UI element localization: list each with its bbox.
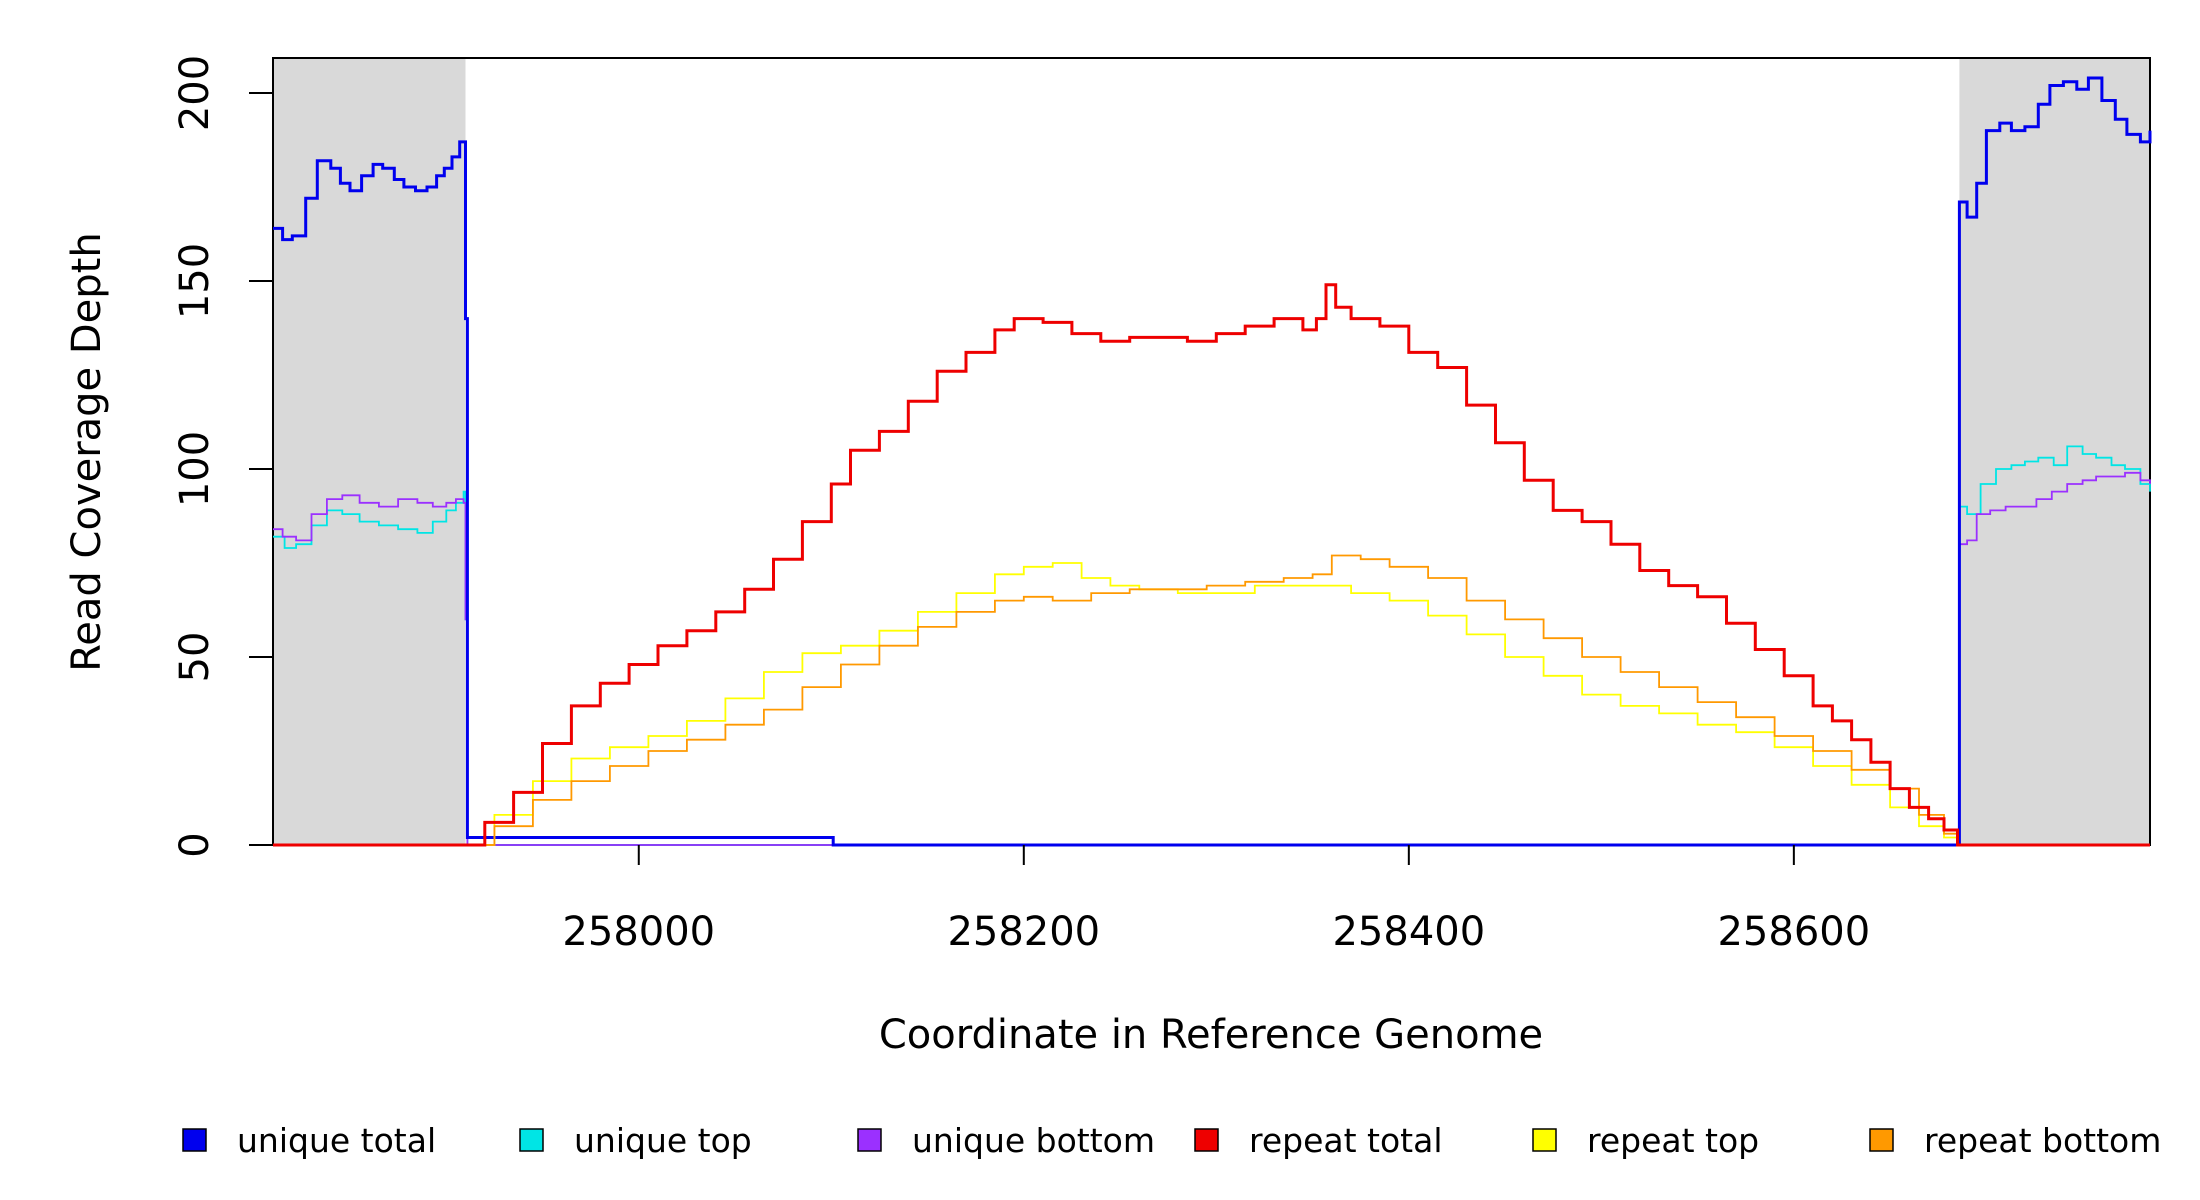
legend-label: unique top: [574, 1121, 752, 1160]
shaded-region-2: [1959, 58, 2150, 845]
x-tick-label: 258600: [1717, 909, 1870, 955]
series-line-repeat-bottom: [273, 554, 2150, 846]
legend-swatch: [857, 1128, 882, 1152]
legend-label: repeat total: [1249, 1121, 1443, 1160]
series-line-unique-total: [273, 76, 2152, 847]
y-tick-label: 0: [172, 832, 218, 857]
legend-swatch: [519, 1128, 544, 1152]
y-tick-label: 200: [172, 55, 218, 131]
legend-item-unique-total: unique total: [182, 1121, 436, 1160]
shaded-region-1: [273, 58, 466, 845]
series-layer: [273, 76, 2152, 847]
x-tick-label: 258200: [947, 909, 1100, 955]
x-tick-label: 258000: [562, 909, 715, 955]
series-line-unique-bottom: [273, 471, 2151, 846]
legend-item-repeat-total: repeat total: [1194, 1121, 1443, 1160]
y-axis: 0 50 100 150 200: [172, 55, 273, 858]
legend-label: unique bottom: [912, 1121, 1155, 1160]
legend-swatch: [182, 1128, 207, 1152]
legend-swatch: [1869, 1128, 1894, 1152]
y-tick-label: 50: [172, 632, 218, 683]
plot-frame: [272, 57, 2151, 846]
legend-swatch: [1194, 1128, 1219, 1152]
legend-label: unique total: [237, 1121, 436, 1160]
legend-item-unique-top: unique top: [519, 1121, 752, 1160]
y-axis-label: Read Coverage Depth: [64, 232, 110, 671]
legend: unique total unique top unique bottom repea…: [182, 1121, 2161, 1160]
legend-label: repeat bottom: [1924, 1121, 2161, 1160]
x-tick-label: 258400: [1332, 909, 1485, 955]
legend-item-repeat-top: repeat top: [1532, 1121, 1759, 1160]
y-tick-label: 100: [172, 431, 218, 507]
y-tick-label: 150: [172, 243, 218, 319]
series-line-repeat-top: [273, 562, 2150, 846]
legend-label: repeat top: [1587, 1121, 1759, 1160]
legend-item-unique-bottom: unique bottom: [857, 1121, 1155, 1160]
x-axis-label: Coordinate in Reference Genome: [879, 1012, 1543, 1058]
excluded-region-shading: [273, 58, 2150, 845]
x-axis: 258000 258200 258400 258600: [562, 845, 1870, 955]
legend-item-repeat-bottom: repeat bottom: [1869, 1121, 2161, 1160]
series-line-repeat-total: [273, 283, 2150, 847]
legend-swatch: [1532, 1128, 1557, 1152]
